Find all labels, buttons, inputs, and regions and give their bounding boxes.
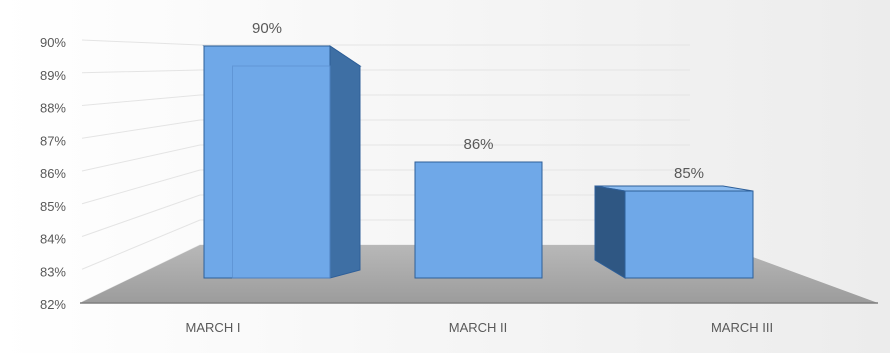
bar-side-face xyxy=(329,45,361,279)
x-tick-label: MARCH III xyxy=(711,320,773,335)
gridline xyxy=(81,39,690,46)
bar-1 xyxy=(202,45,362,279)
y-tick-label: 85% xyxy=(40,199,66,214)
y-tick-label: 90% xyxy=(40,35,66,50)
bar-front-face xyxy=(203,45,331,279)
y-tick-label: 84% xyxy=(40,232,66,247)
data-label: 90% xyxy=(252,20,282,37)
y-tick-label: 89% xyxy=(40,68,66,83)
y-tick-label: 88% xyxy=(40,101,66,116)
bar-2 xyxy=(414,161,543,279)
y-tick-label: 87% xyxy=(40,133,66,148)
gridline xyxy=(81,119,690,139)
y-tick-label: 83% xyxy=(40,264,66,279)
bar-front-face xyxy=(624,190,754,279)
x-tick-label: MARCH I xyxy=(186,320,241,335)
bars xyxy=(202,45,754,279)
gridline xyxy=(81,94,690,106)
bar-front-face xyxy=(414,161,543,279)
bar-inner-edge xyxy=(232,65,331,279)
gridline xyxy=(81,69,690,74)
data-label: 86% xyxy=(463,136,493,153)
bar-3 xyxy=(594,185,754,279)
gridlines xyxy=(81,39,690,303)
y-tick-label: 86% xyxy=(40,166,66,181)
data-label: 85% xyxy=(674,165,704,182)
x-axis-ticks: MARCH I MARCH II MARCH III xyxy=(186,320,774,335)
y-axis-ticks: 82% 83% 84% 85% 86% 87% 88% 89% 90% xyxy=(40,35,66,312)
x-tick-label: MARCH II xyxy=(449,320,508,335)
gridline xyxy=(81,144,690,172)
data-labels: 90% 86% 85% xyxy=(252,20,704,182)
y-tick-label: 82% xyxy=(40,297,66,312)
